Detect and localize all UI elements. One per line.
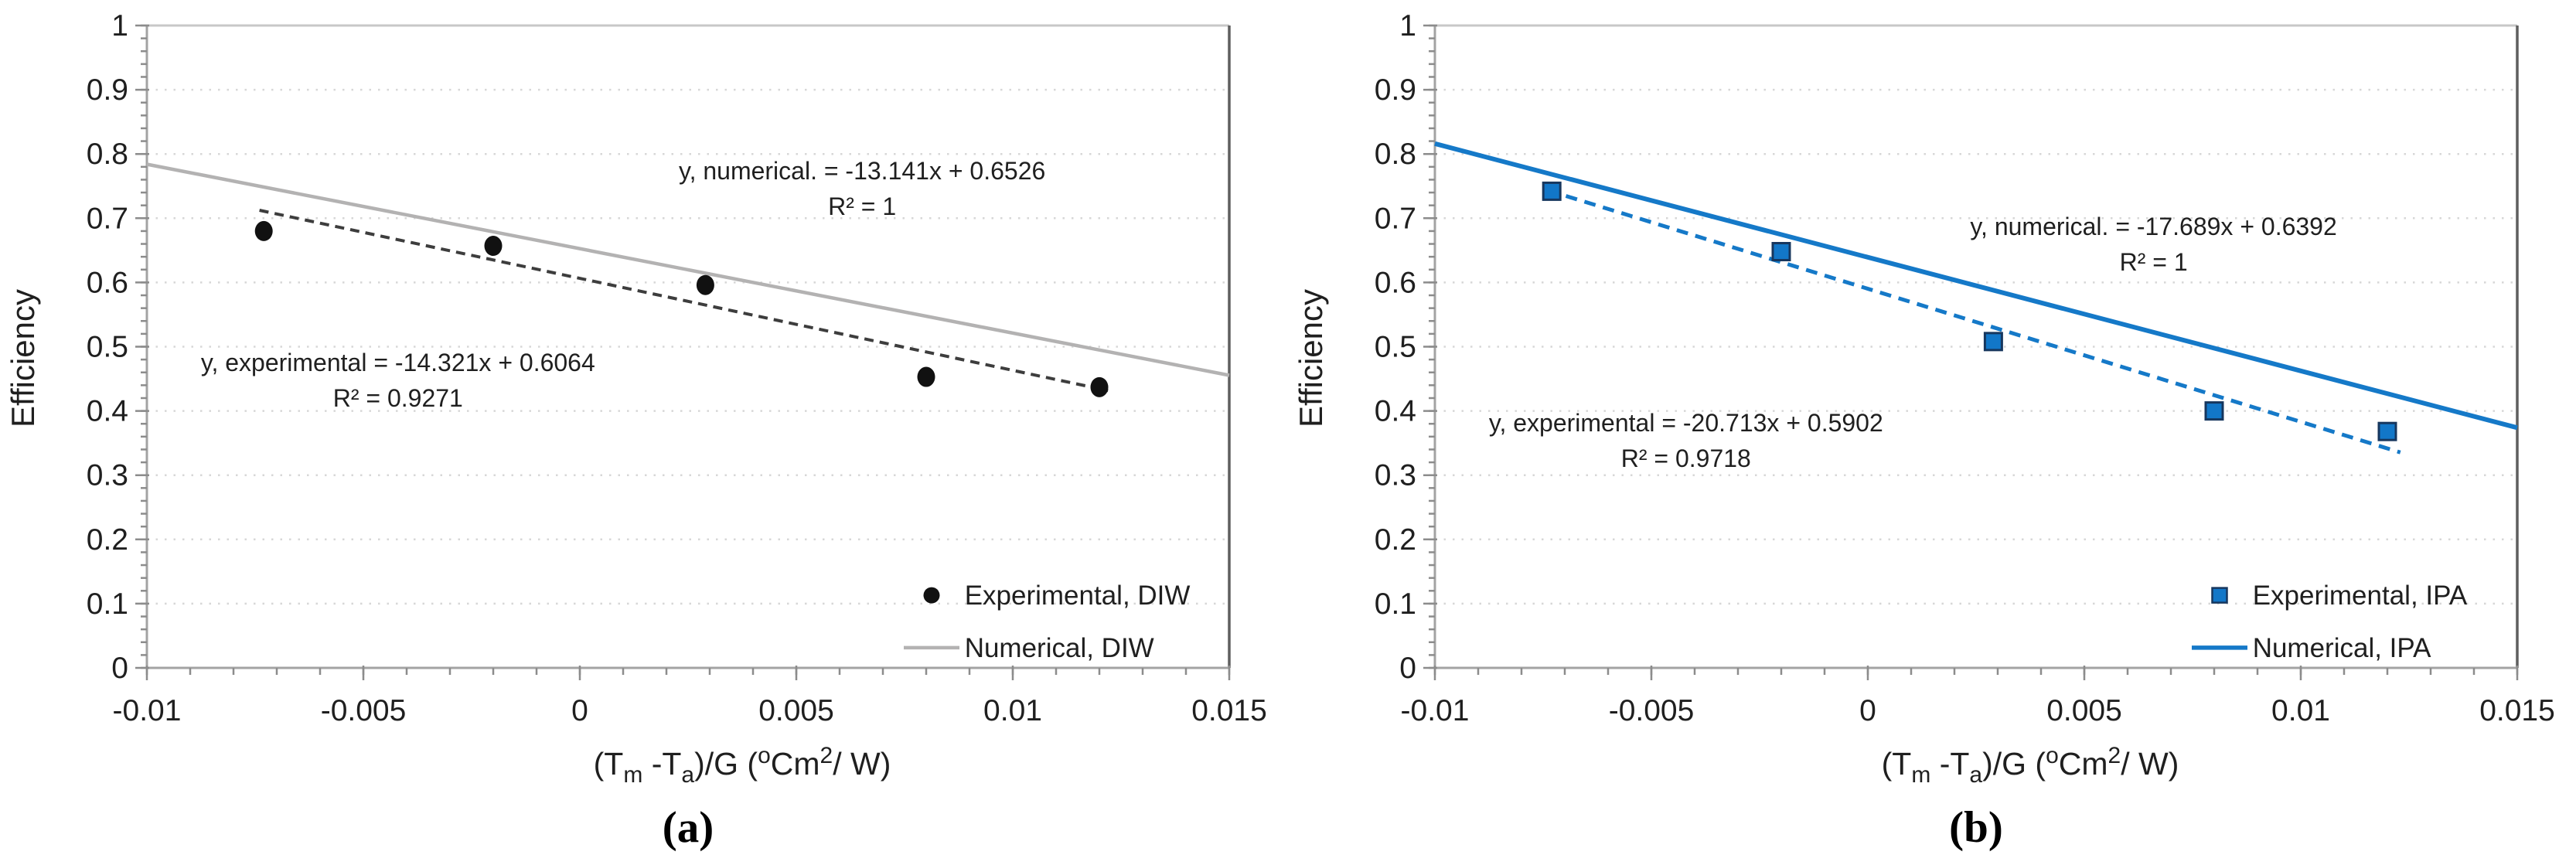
data-point-square: [2204, 401, 2224, 421]
equation-annotations: y, numerical. = -13.141x + 0.6526 R² = 1 y…: [201, 157, 1045, 412]
x-tick-label: 0: [571, 694, 588, 727]
data-point-circle: [484, 236, 503, 257]
y-axis-title: Efficiency: [1293, 289, 1329, 427]
panel-a-caption: (a): [662, 803, 714, 852]
panel-b-caption: (b): [1949, 803, 2003, 852]
data-point-square: [1983, 332, 2003, 352]
x-tick-label: -0.005: [1609, 694, 1695, 727]
ticks: [1423, 24, 2519, 680]
data-point-square: [1771, 242, 1791, 262]
equation-text: R² = 0.9718: [1621, 444, 1751, 472]
legend-label: Experimental, DIW: [965, 581, 1191, 611]
panel-a: y, numerical. = -13.141x + 0.6526 R² = 1 y…: [5, 9, 1267, 852]
experimental-trendline: [1546, 188, 2401, 455]
y-tick-label: 0.4: [1375, 395, 1416, 428]
numerical-line: [1434, 141, 2518, 431]
panel-b: y, numerical. = -17.689x + 0.6392 R² = 1 y…: [1288, 0, 2576, 865]
legend-square-marker: [2211, 587, 2228, 604]
x-tick-label: 0.01: [2271, 694, 2330, 727]
y-tick-label: 0.8: [87, 138, 128, 171]
equation-text: R² = 0.9271: [333, 384, 463, 412]
x-tick-labels: -0.01 -0.005 0 0.005 0.01 0.015: [1401, 694, 2555, 727]
y-tick-label: 0.6: [1375, 266, 1416, 299]
x-axis-title: (Tm -Ta)/G (oCm2/ W): [594, 743, 891, 788]
x-tick-label: -0.01: [113, 694, 182, 727]
equation-text: y, experimental = -14.321x + 0.6064: [201, 349, 595, 376]
y-tick-label: 1: [1399, 9, 1416, 43]
data-points: [254, 220, 1109, 397]
equation-text: y, experimental = -20.713x + 0.5902: [1489, 409, 1883, 437]
legend-label: Experimental, IPA: [2253, 581, 2468, 611]
equation-text: y, numerical. = -13.141x + 0.6526: [679, 157, 1045, 185]
legend: Experimental, DIW Numerical, DIW: [904, 581, 1190, 663]
x-tick-label: 0.01: [983, 694, 1042, 727]
y-tick-label: 0: [1399, 652, 1416, 685]
gridlines: [1435, 88, 2517, 605]
y-tick-label: 0.6: [87, 266, 128, 299]
data-point-circle: [254, 220, 273, 241]
y-tick-label: 0.1: [1375, 587, 1416, 621]
y-tick-label: 0: [111, 652, 128, 685]
x-tick-labels: -0.01 -0.005 0 0.005 0.01 0.015: [113, 694, 1267, 727]
x-axis-title: (Tm -Ta)/G (oCm2/ W): [1882, 743, 2179, 788]
x-tick-label: -0.005: [321, 694, 407, 727]
x-tick-label: 0.005: [2046, 694, 2122, 727]
y-tick-label: 0.5: [1375, 331, 1416, 364]
data-points: [1542, 181, 2397, 441]
y-tick-label: 0.9: [87, 73, 128, 107]
series: [146, 162, 1230, 397]
chart-a-efficiency-diw: y, numerical. = -13.141x + 0.6526 R² = 1 y…: [5, 9, 1267, 788]
data-point-circle: [696, 274, 714, 295]
y-tick-labels: 0 0.1 0.2 0.3 0.4 0.5 0.6 0.7 0.8 0.9 1: [87, 9, 128, 685]
y-tick-labels: 0 0.1 0.2 0.3 0.4 0.5 0.6 0.7 0.8 0.9 1: [1375, 9, 1416, 685]
y-tick-label: 0.1: [87, 587, 128, 621]
equation-annotations: y, numerical. = -17.689x + 0.6392 R² = 1 y…: [1489, 213, 2337, 472]
data-point-circle: [1090, 376, 1109, 397]
y-tick-label: 0.7: [87, 202, 128, 235]
equation-text: y, numerical. = -17.689x + 0.6392: [1970, 213, 2336, 240]
y-tick-label: 0.9: [1375, 73, 1416, 107]
data-point-square: [1542, 181, 1562, 201]
series: [1434, 141, 2518, 455]
equation-text: R² = 1: [828, 192, 896, 220]
y-tick-label: 1: [111, 9, 128, 43]
legend: Experimental, IPA Numerical, IPA: [2192, 581, 2468, 663]
experimental-trendline: [259, 209, 1109, 393]
legend-label: Numerical, IPA: [2253, 633, 2431, 663]
ticks: [135, 24, 1231, 680]
chart-b-efficiency-ipa: y, numerical. = -17.689x + 0.6392 R² = 1 y…: [1293, 9, 2555, 788]
y-tick-label: 0.4: [87, 395, 128, 428]
y-tick-label: 0.2: [1375, 523, 1416, 557]
data-point-square: [2377, 421, 2397, 441]
x-tick-label: 0.015: [2479, 694, 2555, 727]
legend-circle-marker: [923, 587, 940, 604]
y-tick-label: 0.8: [1375, 138, 1416, 171]
y-tick-label: 0.7: [1375, 202, 1416, 235]
data-point-circle: [917, 366, 935, 387]
x-tick-label: 0: [1859, 694, 1876, 727]
x-tick-label: 0.015: [1191, 694, 1267, 727]
x-tick-label: 0.005: [758, 694, 834, 727]
legend-label: Numerical, DIW: [965, 633, 1154, 663]
y-axis-title: Efficiency: [5, 289, 41, 427]
y-tick-label: 0.5: [87, 331, 128, 364]
numerical-line: [146, 162, 1230, 377]
y-tick-label: 0.2: [87, 523, 128, 557]
y-tick-label: 0.3: [1375, 459, 1416, 492]
equation-text: R² = 1: [2120, 248, 2188, 276]
x-tick-label: -0.01: [1401, 694, 1470, 727]
y-tick-label: 0.3: [87, 459, 128, 492]
